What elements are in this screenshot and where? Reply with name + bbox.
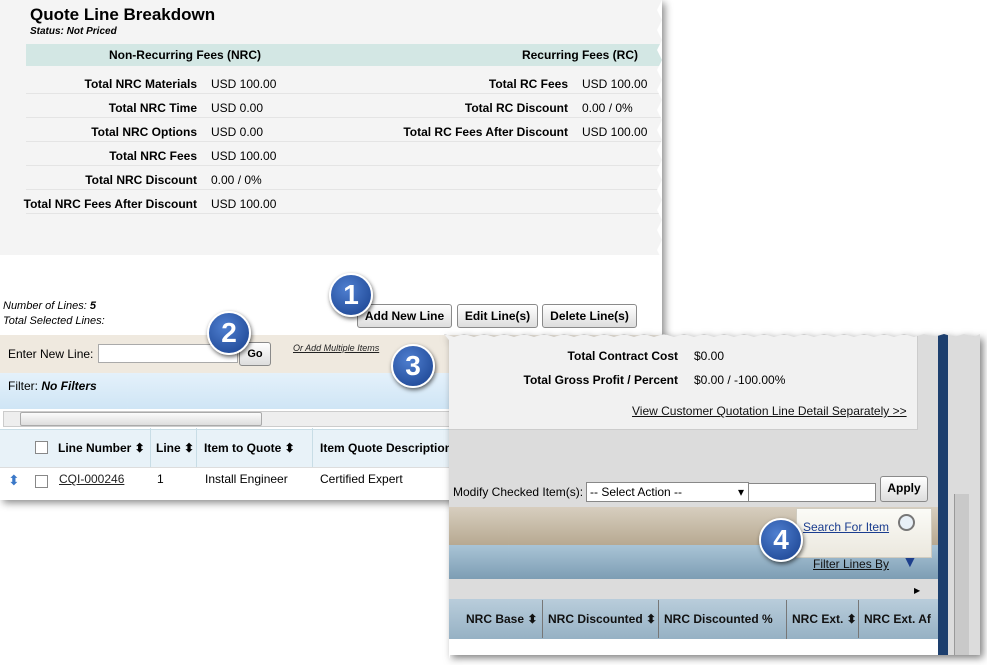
action-input[interactable]: [748, 483, 876, 502]
callout: 1: [329, 273, 373, 317]
panel-body: Total Contract Cost $0.00 Total Gross Pr…: [444, 334, 980, 660]
nrc-label: Total NRC Fees After Discount: [23, 197, 197, 211]
add-new-line-button[interactable]: Add New Line: [357, 304, 452, 328]
total-label: Total Gross Profit / Percent: [523, 373, 678, 387]
filter: Filter: No Filters: [8, 379, 97, 393]
add-multiple-link[interactable]: Or Add Multiple Items: [293, 343, 380, 353]
search-link[interactable]: Search For Item: [803, 520, 890, 534]
rc-header: Recurring Fees (RC): [521, 48, 638, 62]
nrc-value: USD 100.00: [211, 197, 277, 211]
scroll-arrow[interactable]: ▶: [914, 586, 921, 595]
row-separator: [26, 213, 662, 214]
row-separator: [26, 117, 662, 118]
nrc-label: Total NRC Materials: [84, 77, 197, 91]
rc-value: 0.00 / 0%: [582, 101, 633, 115]
row-checkbox[interactable]: [35, 475, 48, 488]
title: Quote Line Breakdown: [30, 5, 216, 24]
filter-lines-link[interactable]: Filter Lines By: [813, 557, 890, 571]
nrc-value: USD 100.00: [211, 149, 277, 163]
column-header[interactable]: Line Number ⬍: [52, 428, 151, 468]
v-scrollbar[interactable]: [954, 494, 969, 660]
nrc-value: USD 100.00: [211, 77, 277, 91]
enter-new-line-label: Enter New Line:: [8, 347, 94, 361]
apply-button[interactable]: Apply: [880, 476, 928, 502]
totals-box: [444, 334, 918, 430]
column-header[interactable]: NRC Base ⬍: [461, 600, 543, 638]
total-label: Total Contract Cost: [567, 349, 678, 363]
column-header[interactable]: Item to Quote ⬍: [198, 428, 313, 468]
row-separator: [26, 165, 662, 166]
column-header[interactable]: NRC Ext. ⬍: [787, 600, 859, 638]
table-header: [444, 599, 938, 639]
cell: Certified Expert: [320, 472, 403, 486]
cell: Install Engineer: [205, 472, 288, 486]
nrc-value: USD 0.00: [211, 125, 264, 139]
row-separator: [26, 93, 662, 94]
column-header[interactable]: Line ⬍: [150, 428, 197, 468]
search-icon[interactable]: [898, 514, 915, 531]
new-line-input[interactable]: [98, 344, 238, 363]
select-all-checkbox[interactable]: [35, 441, 48, 454]
nrc-label: Total NRC Time: [108, 101, 197, 115]
row-separator: [26, 141, 662, 142]
quote-panel: Quote Line Breakdown Status: Not Priced …: [0, 0, 662, 488]
total-value: $0.00 / -100.00%: [694, 373, 786, 387]
column-header[interactable]: NRC Ext. Af: [864, 612, 931, 626]
detail-panel: Total Contract Cost $0.00 Total Gross Pr…: [444, 334, 980, 660]
rc-value: USD 100.00: [582, 77, 648, 91]
number-of-lines: Number of Lines: 5: [3, 300, 96, 312]
rc-label: Total RC Fees: [488, 77, 568, 91]
summary-area: [0, 0, 662, 255]
go-button[interactable]: Go: [239, 342, 271, 366]
cell: 1: [157, 472, 164, 486]
nrc-value: 0.00 / 0%: [211, 173, 262, 187]
fees-header: [26, 44, 662, 66]
table-row: [444, 639, 938, 660]
scroll-thumb[interactable]: [20, 412, 262, 426]
rc-label: Total RC Discount: [464, 101, 568, 115]
nrc-header: Non-Recurring Fees (NRC): [108, 48, 261, 62]
detail-link[interactable]: View Customer Quotation Line Detail Sepa…: [632, 404, 907, 418]
nrc-label: Total NRC Fees: [109, 149, 197, 163]
rc-label: Total RC Fees After Discount: [403, 125, 568, 139]
status: Status: Not Priced: [30, 26, 117, 37]
rc-value: USD 100.00: [582, 125, 648, 139]
column-header[interactable]: Item Quote Description: [320, 441, 453, 455]
nrc-label: Total NRC Discount: [85, 173, 197, 187]
nrc-label: Total NRC Options: [91, 125, 197, 139]
action-select[interactable]: -- Select Action -- ▾: [586, 482, 749, 502]
panel-body: Quote Line Breakdown Status: Not Priced …: [0, 0, 662, 488]
line-number-link[interactable]: CQI-000246: [59, 472, 125, 486]
modify-label: Modify Checked Item(s):: [453, 485, 584, 499]
row-separator: [26, 189, 662, 190]
side-bar: [938, 334, 948, 660]
callout: 2: [207, 311, 251, 355]
nrc-value: USD 0.00: [211, 101, 264, 115]
edit-lines-button[interactable]: Edit Line(s): [457, 304, 538, 328]
filter-icon[interactable]: ▼: [902, 554, 918, 571]
callout: 4: [759, 518, 803, 562]
delete-lines-button[interactable]: Delete Line(s): [542, 304, 637, 328]
callout: 3: [391, 344, 435, 388]
column-header[interactable]: NRC Discounted ⬍: [543, 600, 659, 638]
move-icon[interactable]: ⬍: [8, 472, 20, 488]
total-selected: Total Selected Lines:: [3, 315, 105, 327]
total-value: $0.00: [694, 349, 725, 363]
